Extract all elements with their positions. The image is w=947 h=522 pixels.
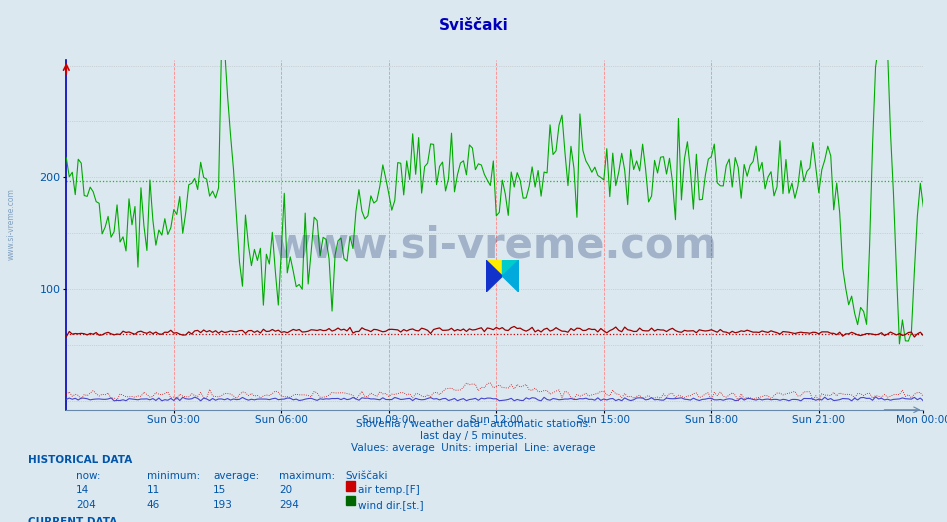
Text: 20: 20: [279, 485, 293, 495]
Text: average:: average:: [213, 471, 259, 481]
Polygon shape: [503, 260, 519, 292]
Text: Sviščaki: Sviščaki: [438, 18, 509, 33]
Text: maximum:: maximum:: [279, 471, 335, 481]
Text: minimum:: minimum:: [147, 471, 200, 481]
Text: wind dir.[st.]: wind dir.[st.]: [358, 500, 423, 510]
Polygon shape: [486, 260, 503, 292]
Text: Slovenia / weather data - automatic stations.: Slovenia / weather data - automatic stat…: [356, 419, 591, 429]
Text: air temp.[F]: air temp.[F]: [358, 485, 420, 495]
Text: last day / 5 minutes.: last day / 5 minutes.: [420, 431, 527, 441]
Text: www.si-vreme.com: www.si-vreme.com: [273, 224, 717, 266]
Text: now:: now:: [76, 471, 100, 481]
Text: 46: 46: [147, 500, 160, 510]
Text: www.si-vreme.com: www.si-vreme.com: [7, 188, 16, 260]
Text: 294: 294: [279, 500, 299, 510]
Text: Sviščaki: Sviščaki: [346, 471, 388, 481]
Text: Values: average  Units: imperial  Line: average: Values: average Units: imperial Line: av…: [351, 443, 596, 453]
Text: 14: 14: [76, 485, 89, 495]
Text: CURRENT DATA: CURRENT DATA: [28, 517, 117, 522]
Text: HISTORICAL DATA: HISTORICAL DATA: [28, 455, 133, 465]
Bar: [503, 260, 519, 276]
Text: 193: 193: [213, 500, 233, 510]
Text: 15: 15: [213, 485, 226, 495]
Text: 204: 204: [76, 500, 96, 510]
Text: 11: 11: [147, 485, 160, 495]
Bar: [486, 260, 503, 276]
